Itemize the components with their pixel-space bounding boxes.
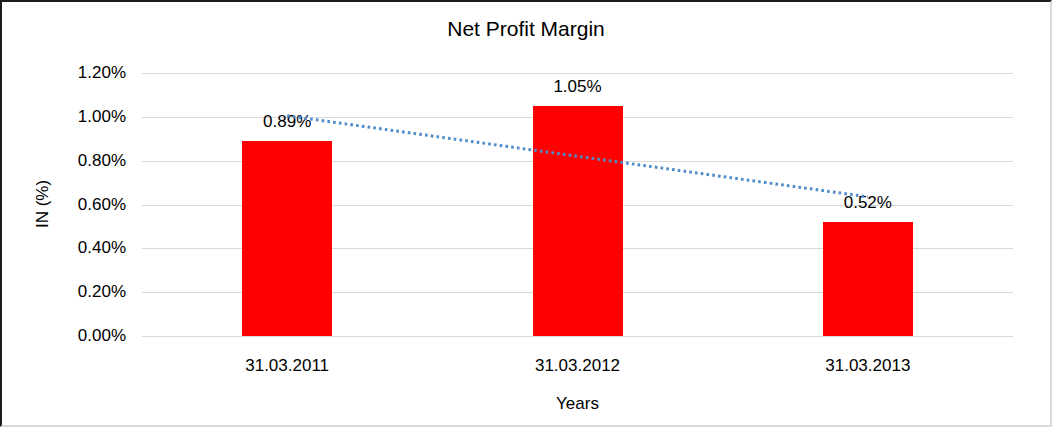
x-axis-category-label: 31.03.2012	[498, 356, 658, 376]
y-axis-tick-label: 0.40%	[2, 238, 126, 258]
x-axis-title: Years	[142, 394, 1013, 414]
chart-frame: Net Profit Margin IN (%) Years 0.00%0.20…	[0, 0, 1052, 427]
y-axis-tick-label: 0.60%	[2, 195, 126, 215]
y-axis-tick-label: 0.00%	[2, 326, 126, 346]
bar-31.03.2011	[242, 141, 332, 336]
x-axis-category-label: 31.03.2013	[788, 356, 948, 376]
y-axis-tick-label: 1.20%	[2, 63, 126, 83]
gridline	[142, 336, 1013, 337]
y-axis-tick-label: 0.20%	[2, 282, 126, 302]
chart-title: Net Profit Margin	[2, 16, 1050, 42]
y-axis-tick-label: 1.00%	[2, 107, 126, 127]
bar-31.03.2012	[533, 106, 623, 336]
gridline	[142, 73, 1013, 74]
bar-value-label: 0.89%	[227, 112, 347, 132]
x-axis-category-label: 31.03.2011	[207, 356, 367, 376]
bar-31.03.2013	[823, 222, 913, 336]
bar-value-label: 0.52%	[808, 193, 928, 213]
bar-value-label: 1.05%	[518, 77, 638, 97]
y-axis-tick-label: 0.80%	[2, 151, 126, 171]
